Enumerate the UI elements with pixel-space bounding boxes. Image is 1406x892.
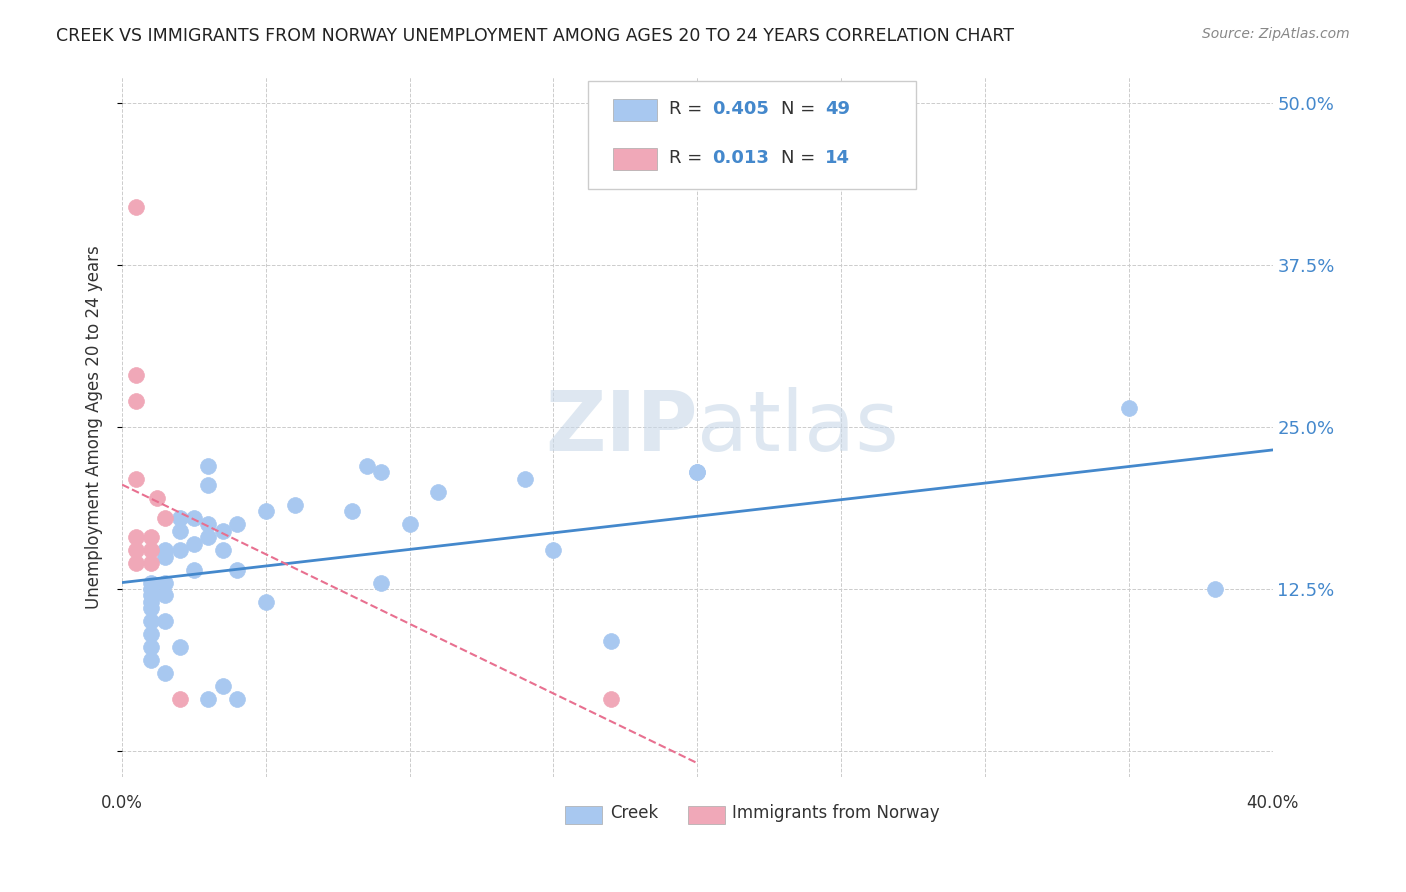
Text: Immigrants from Norway: Immigrants from Norway	[731, 805, 939, 822]
Point	[125, 368, 148, 383]
FancyBboxPatch shape	[613, 99, 657, 121]
Point	[211, 543, 233, 558]
Point	[139, 575, 162, 590]
FancyBboxPatch shape	[565, 806, 602, 824]
Point	[153, 549, 176, 564]
Point	[169, 524, 191, 538]
Text: 40.0%: 40.0%	[1246, 794, 1299, 813]
Point	[183, 510, 205, 524]
Point	[139, 615, 162, 629]
Point	[398, 517, 420, 532]
Point	[153, 589, 176, 603]
Point	[183, 563, 205, 577]
Point	[543, 543, 565, 558]
Point	[600, 633, 623, 648]
Point	[427, 484, 450, 499]
Point	[370, 466, 392, 480]
Point	[153, 543, 176, 558]
Point	[1204, 582, 1226, 596]
Point	[370, 575, 392, 590]
Point	[153, 615, 176, 629]
Point	[125, 472, 148, 486]
Point	[211, 524, 233, 538]
Point	[139, 653, 162, 667]
Text: CREEK VS IMMIGRANTS FROM NORWAY UNEMPLOYMENT AMONG AGES 20 TO 24 YEARS CORRELATI: CREEK VS IMMIGRANTS FROM NORWAY UNEMPLOY…	[56, 27, 1014, 45]
Text: N =: N =	[782, 149, 821, 167]
Point	[139, 589, 162, 603]
Point	[125, 543, 148, 558]
Text: 49: 49	[825, 100, 851, 118]
FancyBboxPatch shape	[688, 806, 725, 824]
Point	[226, 517, 249, 532]
Point	[139, 640, 162, 655]
Text: Creek: Creek	[610, 805, 658, 822]
Point	[197, 692, 219, 706]
Text: 0.0%: 0.0%	[101, 794, 143, 813]
Point	[153, 510, 176, 524]
Point	[686, 466, 709, 480]
Point	[1118, 401, 1140, 415]
Point	[284, 498, 307, 512]
Point	[254, 504, 277, 518]
Point	[686, 466, 709, 480]
Point	[169, 510, 191, 524]
Point	[513, 472, 536, 486]
Point	[125, 200, 148, 214]
Point	[125, 556, 148, 570]
Point	[226, 563, 249, 577]
Text: Source: ZipAtlas.com: Source: ZipAtlas.com	[1202, 27, 1350, 41]
Text: 0.405: 0.405	[713, 100, 769, 118]
Text: ZIP: ZIP	[544, 386, 697, 467]
Point	[145, 491, 167, 506]
Point	[340, 504, 363, 518]
Point	[183, 536, 205, 550]
Point	[153, 575, 176, 590]
Point	[197, 517, 219, 532]
Text: R =: R =	[668, 149, 707, 167]
Text: 0.013: 0.013	[713, 149, 769, 167]
Point	[226, 692, 249, 706]
Point	[254, 595, 277, 609]
Point	[356, 458, 378, 473]
Point	[169, 543, 191, 558]
Point	[125, 394, 148, 409]
Text: atlas: atlas	[697, 386, 898, 467]
Point	[139, 601, 162, 615]
Text: R =: R =	[668, 100, 707, 118]
Point	[125, 530, 148, 544]
Point	[139, 582, 162, 596]
FancyBboxPatch shape	[613, 148, 657, 170]
FancyBboxPatch shape	[588, 81, 915, 189]
Point	[197, 530, 219, 544]
Point	[139, 627, 162, 641]
Point	[211, 679, 233, 693]
Text: 14: 14	[825, 149, 851, 167]
Point	[600, 692, 623, 706]
Point	[139, 595, 162, 609]
Point	[153, 666, 176, 681]
Text: N =: N =	[782, 100, 821, 118]
Point	[169, 640, 191, 655]
Point	[139, 556, 162, 570]
Point	[169, 692, 191, 706]
Point	[139, 543, 162, 558]
Point	[197, 458, 219, 473]
Y-axis label: Unemployment Among Ages 20 to 24 years: Unemployment Among Ages 20 to 24 years	[86, 245, 103, 609]
Point	[139, 530, 162, 544]
Point	[197, 478, 219, 492]
